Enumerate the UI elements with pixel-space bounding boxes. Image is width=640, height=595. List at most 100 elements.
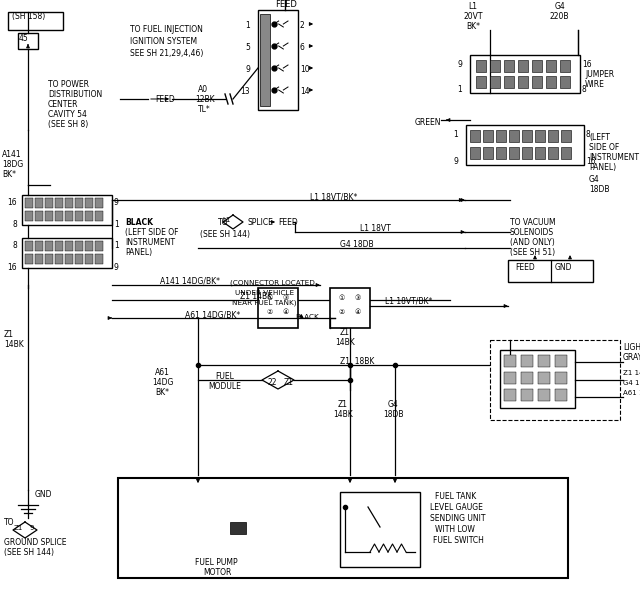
Bar [75,211,83,221]
Text: 1: 1 [114,241,119,250]
Text: 5: 5 [245,43,250,52]
Bar [55,198,63,208]
Bar [35,254,43,264]
Text: (SEE SH 144): (SEE SH 144) [4,548,54,557]
Text: A141: A141 [2,150,22,159]
Text: Z1: Z1 [340,328,350,337]
Bar [260,14,270,106]
Text: SPLICE: SPLICE [248,218,274,227]
Bar [483,130,493,142]
Text: ③: ③ [283,295,289,301]
Bar [509,130,519,142]
Bar [521,355,533,367]
Text: 1: 1 [453,130,458,139]
Text: (LEFT SIDE OF: (LEFT SIDE OF [125,228,179,237]
Bar [65,241,73,251]
Text: 8: 8 [582,85,587,94]
Bar [85,211,93,221]
Bar [95,211,103,221]
Bar [490,76,500,88]
Text: Z1 14BK: Z1 14BK [623,370,640,376]
Text: FEED: FEED [515,263,535,272]
Text: PANEL): PANEL) [125,248,152,257]
Text: (SEE SH 8): (SEE SH 8) [48,120,88,129]
Text: TO: TO [4,518,15,527]
Bar [538,389,550,401]
Bar [500,350,575,408]
Bar [35,241,43,251]
Text: GREEN: GREEN [415,118,442,127]
Text: ②: ② [339,309,345,315]
Bar [340,492,420,567]
Text: 14BK: 14BK [4,340,24,349]
Bar [546,76,556,88]
Text: SIDE OF: SIDE OF [589,143,620,152]
Text: L1 18VT/BK*: L1 18VT/BK* [385,296,433,305]
Text: G4 18DB: G4 18DB [340,240,374,249]
Bar [560,76,570,88]
Bar [85,198,93,208]
Bar [35,211,43,221]
Bar [504,372,516,384]
Text: (AND ONLY): (AND ONLY) [510,238,555,247]
Text: TO VACUUM: TO VACUUM [510,218,556,227]
Bar [535,130,545,142]
Text: 9: 9 [114,198,119,207]
Text: G4: G4 [589,175,600,184]
Text: A141 14DG/BK*: A141 14DG/BK* [160,277,220,286]
Text: ④: ④ [283,309,289,315]
Text: 14: 14 [300,87,310,96]
Bar [555,355,567,367]
Bar [518,60,528,72]
Bar [561,147,571,159]
Text: 2: 2 [300,21,305,30]
Bar [75,198,83,208]
Text: PANEL): PANEL) [589,163,616,172]
Text: GROUND SPLICE: GROUND SPLICE [4,538,67,547]
Bar [490,340,620,420]
Text: 1: 1 [457,85,462,94]
Bar [521,372,533,384]
Bar [560,60,570,72]
Text: (SEE SH 51): (SEE SH 51) [510,248,555,257]
Bar [18,33,38,49]
Text: 6: 6 [300,43,305,52]
Text: 9: 9 [114,263,119,272]
Bar [561,130,571,142]
Bar [508,260,593,282]
Text: (SH 158): (SH 158) [12,12,45,21]
Text: FUEL PUMP: FUEL PUMP [195,558,237,567]
Text: FUEL SWITCH: FUEL SWITCH [433,536,484,545]
Text: ①: ① [339,295,345,301]
Text: Z1: Z1 [284,378,294,387]
Bar [95,198,103,208]
Text: DISTRIBUTION: DISTRIBUTION [48,90,102,99]
Text: (SEE SH 144): (SEE SH 144) [200,230,250,239]
Bar [230,522,246,534]
Bar [504,355,516,367]
Bar [555,389,567,401]
Bar [509,147,519,159]
Text: 220B: 220B [549,12,568,21]
Bar [118,478,568,578]
Bar [25,254,33,264]
Text: ②: ② [267,309,273,315]
Bar [548,130,558,142]
Bar [85,254,93,264]
Bar [522,130,532,142]
Bar [45,211,53,221]
Text: 18DB: 18DB [383,410,403,419]
Bar [470,147,480,159]
Text: 9: 9 [245,65,250,74]
Text: FEED: FEED [275,0,297,9]
Bar [470,55,580,93]
Bar [532,76,542,88]
Bar [75,241,83,251]
Text: BK*: BK* [2,170,16,179]
Bar [504,76,514,88]
Bar [504,389,516,401]
Text: SEE SH 21,29,4,46): SEE SH 21,29,4,46) [130,49,204,58]
Bar [521,389,533,401]
Text: ③: ③ [355,295,361,301]
Bar [65,254,73,264]
